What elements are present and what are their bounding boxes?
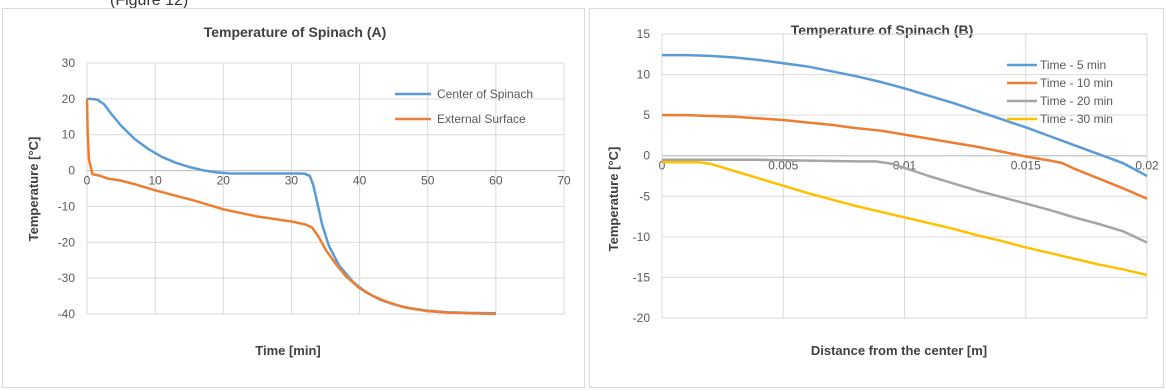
legend-label: Center of Spinach	[437, 87, 533, 101]
x-tick-label: 0.02	[1135, 159, 1159, 173]
x-tick-label: 20	[217, 174, 231, 188]
y-tick-label: -20	[58, 235, 76, 249]
x-axis-title: Time [min]	[255, 343, 321, 358]
chart-title: Temperature of Spinach (A)	[204, 24, 387, 40]
series-line-time-30-min	[662, 160, 1148, 277]
legend-label: Time - 10 min	[1040, 76, 1113, 90]
y-tick-label: -5	[639, 189, 650, 203]
series-line-time-5-min	[662, 53, 1148, 178]
legend-label: External Surface	[437, 112, 526, 126]
y-tick-label: 0	[643, 149, 650, 163]
y-tick-label: 0	[68, 164, 75, 178]
x-tick-label: 40	[353, 174, 367, 188]
chart-title: Temperature of Spinach (B)	[791, 22, 974, 38]
x-tick-label: 60	[489, 174, 503, 188]
y-tick-label: -10	[633, 230, 651, 244]
y-tick-label: -15	[633, 270, 651, 284]
chart-b-svg: Temperature of Spinach (B) 15 10 5 0 -5 -10 -15…	[606, 22, 1159, 358]
x-tick-label: 0.005	[768, 159, 798, 173]
y-axis-title: Temperature [°C]	[606, 147, 621, 252]
x-tick-label: 70	[557, 174, 571, 188]
chart-panel-b: Temperature of Spinach (B) 15 10 5 0 -5 -10 -15…	[589, 8, 1164, 388]
legend-label: Time - 30 min	[1040, 112, 1113, 126]
chart-panel-a: Temperature of Spinach (A) 30 20 10 0 -10 -20 -…	[2, 8, 585, 388]
x-tick-label: 0	[659, 159, 666, 173]
y-tick-label: 20	[62, 92, 76, 106]
series-line-time-20-min	[662, 158, 1148, 244]
x-tick-label: 30	[285, 174, 299, 188]
x-tick-label: 10	[148, 174, 162, 188]
y-tick-label: -10	[58, 199, 76, 213]
y-tick-label: -20	[633, 311, 651, 325]
y-tick-label: 10	[62, 128, 76, 142]
figure-caption: (Figure 12)	[110, 0, 189, 9]
x-tick-label: 50	[421, 174, 435, 188]
y-tick-label: 15	[637, 27, 651, 41]
x-tick-label: 0	[84, 174, 91, 188]
series-line-time-10-min	[662, 113, 1148, 200]
y-tick-label: 5	[643, 108, 650, 122]
y-tick-label: 30	[62, 56, 76, 70]
y-tick-label: -40	[58, 307, 76, 321]
legend-label: Time - 20 min	[1040, 94, 1113, 108]
y-axis-title: Temperature [°C]	[26, 137, 41, 242]
y-tick-label: -30	[58, 271, 76, 285]
y-tick-label: 10	[637, 68, 651, 82]
x-axis-title: Distance from the center [m]	[811, 343, 987, 358]
x-tick-label: 0.015	[1011, 159, 1041, 173]
chart-a-svg: Temperature of Spinach (A) 30 20 10 0 -10 -20 -…	[26, 24, 571, 358]
series-line-external-surface	[85, 98, 496, 316]
legend-label: Time - 5 min	[1040, 58, 1106, 72]
